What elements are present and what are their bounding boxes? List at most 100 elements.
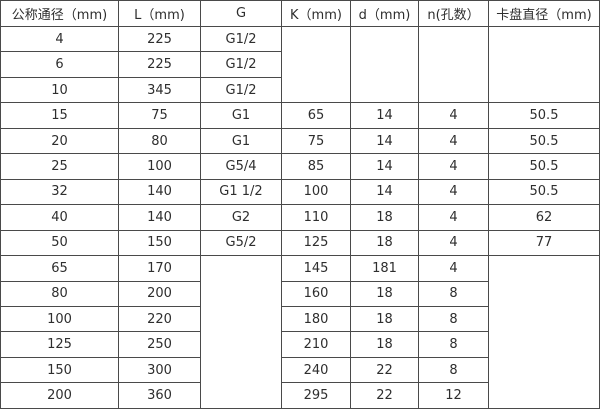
table-cell: 240: [281, 356, 351, 384]
table-row: 10 345 G1/2: [0, 76, 600, 104]
column-header: 卡盘直径（mm): [488, 0, 600, 27]
table-row: 20 80 G1 75 14 4 50.5: [0, 127, 600, 155]
table-cell: 65: [0, 255, 119, 282]
table-cell: G1/2: [200, 25, 282, 53]
table-cell: 210: [281, 331, 351, 358]
table-cell: G2: [200, 204, 282, 231]
column-header: n(孔数）: [418, 0, 489, 27]
table-cell: G1: [200, 102, 282, 129]
table-row: 15 75 G1 65 14 4 50.5: [0, 102, 600, 129]
table-cell: 14: [350, 153, 419, 180]
table-cell: G1 1/2: [200, 178, 282, 206]
table-cell: 22: [350, 356, 419, 384]
table-cell: 295: [281, 382, 351, 409]
table-cell: 40: [0, 204, 119, 231]
table-cell: [350, 25, 419, 104]
table-cell: 50.5: [488, 178, 600, 206]
table-cell: 300: [118, 356, 201, 384]
table-body: 4 225 G1/2 6 225 G1/2 10 345 G1/2 15 75 G1 65 14 4 50.5…: [0, 25, 600, 409]
table-cell: G1: [200, 127, 282, 155]
table-cell: 125: [0, 331, 119, 358]
table-cell: 77: [488, 229, 600, 257]
table-cell: 25: [0, 153, 119, 180]
table-cell: 125: [281, 229, 351, 257]
table-row: 65 170 145 181 4: [0, 255, 600, 409]
table-cell: 4: [418, 127, 489, 155]
table-cell: 225: [118, 51, 201, 78]
table-cell: 100: [118, 153, 201, 180]
table-row: 25 100 G5/4 85 14 4 50.5: [0, 153, 600, 180]
table-cell: 18: [350, 229, 419, 257]
table-row: 40 140 G2 110 18 4 62: [0, 204, 600, 231]
table-cell: 75: [118, 102, 201, 129]
table-cell: 4: [418, 153, 489, 180]
table-cell: 14: [350, 102, 419, 129]
table-cell: 22: [350, 382, 419, 409]
table-row: 125 250 210 18 8: [0, 331, 600, 358]
table-cell: [418, 25, 489, 104]
table-cell: 4: [418, 102, 489, 129]
table-row: 4 225 G1/2: [0, 25, 600, 104]
table-cell: 75: [281, 127, 351, 155]
table-cell: 50: [0, 229, 119, 257]
table-cell: 14: [350, 127, 419, 155]
table-row: 6 225 G1/2: [0, 51, 600, 78]
table-cell: 160: [281, 280, 351, 307]
table-cell: 80: [118, 127, 201, 155]
table-cell: 20: [0, 127, 119, 155]
table-cell: G1/2: [200, 76, 282, 104]
table-cell: 100: [0, 305, 119, 333]
table-cell: 18: [350, 305, 419, 333]
table-row: 100 220 180 18 8: [0, 305, 600, 333]
table-row: 200 360 295 22 12: [0, 382, 600, 409]
table-cell: 4: [418, 204, 489, 231]
table-row: 32 140 G1 1/2 100 14 4 50.5: [0, 178, 600, 206]
table-cell: 10: [0, 76, 119, 104]
table-cell: G1/2: [200, 51, 282, 78]
table-cell: 4: [418, 178, 489, 206]
table-cell: 360: [118, 382, 201, 409]
table-cell: 65: [281, 102, 351, 129]
column-header: 公称通径（mm): [0, 0, 119, 27]
column-header: K（mm): [281, 0, 351, 27]
table-cell: 18: [350, 280, 419, 307]
table-cell: 85: [281, 153, 351, 180]
column-header: L（mm): [118, 0, 201, 27]
table-cell: 32: [0, 178, 119, 206]
table-cell: 180: [281, 305, 351, 333]
table-cell: 50.5: [488, 127, 600, 155]
table-cell: 200: [118, 280, 201, 307]
table-cell: 18: [350, 331, 419, 358]
table-cell: 140: [118, 204, 201, 231]
table-cell: 100: [281, 178, 351, 206]
table-cell: 181: [350, 255, 419, 282]
table-row: 150 300 240 22 8: [0, 356, 600, 384]
table-cell: 62: [488, 204, 600, 231]
table-cell: 8: [418, 305, 489, 333]
column-header: d（mm): [350, 0, 419, 27]
table-cell: 250: [118, 331, 201, 358]
table-cell: [200, 255, 282, 409]
table-cell: 15: [0, 102, 119, 129]
table-cell: 140: [118, 178, 201, 206]
table-cell: 200: [0, 382, 119, 409]
table-cell: [281, 25, 351, 104]
table-cell: 8: [418, 280, 489, 307]
table-cell: 345: [118, 76, 201, 104]
table-cell: 145: [281, 255, 351, 282]
table-cell: [488, 255, 600, 409]
table-cell: 170: [118, 255, 201, 282]
table-cell: G5/2: [200, 229, 282, 257]
table-cell: 14: [350, 178, 419, 206]
table-cell: 110: [281, 204, 351, 231]
column-header: G: [200, 0, 282, 27]
table-cell: 80: [0, 280, 119, 307]
table-cell: 150: [118, 229, 201, 257]
table-cell: 8: [418, 331, 489, 358]
table-cell: G5/4: [200, 153, 282, 180]
header-row: 公称通径（mm) L（mm) G K（mm) d（mm) n(孔数） 卡盘直径（mm): [0, 0, 600, 27]
table-cell: 50.5: [488, 102, 600, 129]
table-cell: 150: [0, 356, 119, 384]
